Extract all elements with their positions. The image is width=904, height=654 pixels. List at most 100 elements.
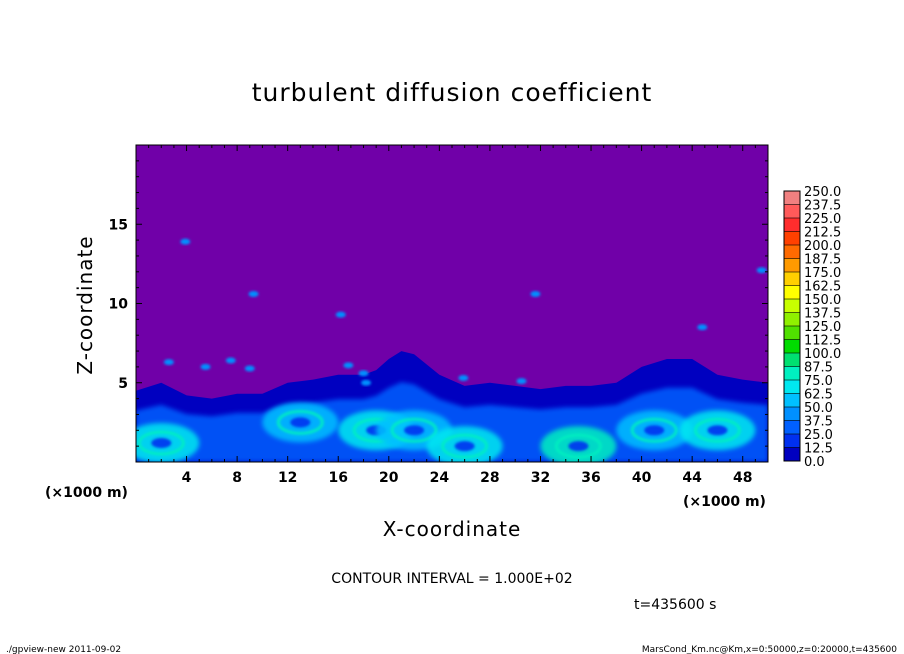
plume-blob-2 xyxy=(225,357,236,364)
plume-blob-13 xyxy=(697,324,708,331)
colorbar-swatch-10 xyxy=(784,326,800,340)
x-tick-label-40: 40 xyxy=(632,470,652,486)
colorbar-swatch-8 xyxy=(784,299,800,313)
colorbar-label-37.5: 37.5 xyxy=(804,415,833,430)
colorbar-label-225.0: 225.0 xyxy=(804,212,841,227)
eddy-ring-6 xyxy=(630,417,678,443)
colorbar-swatch-4 xyxy=(784,245,800,259)
x-tick-label-32: 32 xyxy=(531,470,550,486)
x-tick-label-36: 36 xyxy=(581,470,600,486)
plume-blob-0 xyxy=(163,359,174,366)
colorbar-label-250.0: 250.0 xyxy=(804,185,841,200)
colorbar-swatch-14 xyxy=(784,380,800,394)
eddy-core-3 xyxy=(404,425,425,436)
plot-area xyxy=(136,145,768,462)
colorbar: 250.0237.5225.0212.5200.0187.5175.0162.5… xyxy=(783,185,841,470)
footer-left: ./gpview-new 2011-09-02 xyxy=(6,645,121,654)
colorbar-label-162.5: 162.5 xyxy=(804,280,841,295)
y-tick-label-10: 10 xyxy=(109,297,129,313)
colorbar-swatch-6 xyxy=(784,272,800,286)
colorbar-label-0.0: 0.0 xyxy=(804,455,825,470)
colorbar-label-237.5: 237.5 xyxy=(804,199,841,214)
y-axis-ticks: 5 10 15 xyxy=(109,160,768,447)
eddy-ring-5 xyxy=(554,433,602,459)
x-tick-label-16: 16 xyxy=(328,470,347,486)
colorbar-swatch-12 xyxy=(784,353,800,367)
contour-interval: CONTOUR INTERVAL = 1.000E+02 xyxy=(331,571,572,587)
plume-blob-12 xyxy=(180,238,191,245)
plume-blob-9 xyxy=(516,378,527,385)
eddy-core-6 xyxy=(644,425,665,436)
colorbar-label-87.5: 87.5 xyxy=(804,361,833,376)
eddy-core-7 xyxy=(707,425,728,436)
colorbar-label-62.5: 62.5 xyxy=(804,388,833,403)
plume-blob-11 xyxy=(756,267,767,274)
time-label: t=435600 s xyxy=(634,597,716,613)
colorbar-label-187.5: 187.5 xyxy=(804,253,841,268)
colorbar-label-125.0: 125.0 xyxy=(804,320,841,335)
plume-blob-5 xyxy=(358,370,369,377)
eddy-ring-7 xyxy=(693,417,741,443)
plume-blob-8 xyxy=(458,374,469,381)
x-tick-label-20: 20 xyxy=(379,470,399,486)
colorbar-swatch-18 xyxy=(784,434,800,448)
colorbar-label-75.0: 75.0 xyxy=(804,374,833,389)
eddy-core-4 xyxy=(454,441,475,452)
colorbar-swatch-11 xyxy=(784,339,800,353)
y-axis-title: Z-coordinate xyxy=(73,235,97,374)
colorbar-label-12.5: 12.5 xyxy=(804,442,833,457)
eddy-ring-3 xyxy=(390,417,438,443)
colorbar-swatch-9 xyxy=(784,312,800,326)
y-tick-label-15: 15 xyxy=(109,217,128,233)
eddy-core-1 xyxy=(290,417,311,428)
plume-blob-7 xyxy=(335,311,346,318)
colorbar-label-137.5: 137.5 xyxy=(804,307,841,322)
colorbar-label-100.0: 100.0 xyxy=(804,347,841,362)
eddy-core-0 xyxy=(151,437,172,448)
colorbar-label-212.5: 212.5 xyxy=(804,226,841,241)
plume-blob-10 xyxy=(530,290,541,297)
footer-right: MarsCond_Km.nc@Km,x=0:50000,z=0:20000,t=… xyxy=(642,645,897,654)
x-tick-label-24: 24 xyxy=(430,470,450,486)
colorbar-label-200.0: 200.0 xyxy=(804,239,841,254)
x-tick-label-4: 4 xyxy=(182,470,192,486)
colorbar-swatch-0 xyxy=(784,191,800,205)
x-tick-label-44: 44 xyxy=(682,470,702,486)
colorbar-label-25.0: 25.0 xyxy=(804,428,833,443)
plume-blob-1 xyxy=(200,363,211,370)
x-tick-label-8: 8 xyxy=(232,470,242,486)
y-tick-label-5: 5 xyxy=(118,376,128,392)
colorbar-label-50.0: 50.0 xyxy=(804,401,833,416)
colorbar-label-175.0: 175.0 xyxy=(804,266,841,281)
colorbar-swatch-3 xyxy=(784,231,800,245)
colorbar-label-112.5: 112.5 xyxy=(804,334,841,349)
colorbar-swatch-5 xyxy=(784,258,800,272)
plume-blob-4 xyxy=(343,362,354,369)
colorbar-swatch-16 xyxy=(784,407,800,421)
x-axis-ticks: 4 8 12 16 20 24 28 32 36 40 44 48 xyxy=(148,145,756,486)
x-unit-label-left: (×1000 m) xyxy=(45,485,128,501)
plume-blob-14 xyxy=(361,379,372,386)
colorbar-label-150.0: 150.0 xyxy=(804,293,841,308)
plume-blob-3 xyxy=(244,365,255,372)
colorbar-swatch-2 xyxy=(784,218,800,232)
eddy-core-5 xyxy=(568,441,589,452)
colorbar-swatch-19 xyxy=(784,447,800,461)
eddy-ring-0 xyxy=(137,430,185,456)
x-tick-label-28: 28 xyxy=(480,470,499,486)
eddy-ring-1 xyxy=(276,409,324,435)
colorbar-swatch-13 xyxy=(784,366,800,380)
colorbar-swatch-15 xyxy=(784,393,800,407)
colorbar-swatch-7 xyxy=(784,285,800,299)
plume-blob-6 xyxy=(248,290,259,297)
colorbar-swatch-17 xyxy=(784,420,800,434)
chart-title: turbulent diffusion coefficient xyxy=(252,78,653,107)
colorbar-swatch-1 xyxy=(784,204,800,218)
eddy-group xyxy=(136,402,756,462)
eddy-ring-4 xyxy=(441,433,489,459)
x-axis-title: X-coordinate xyxy=(383,517,522,541)
x-tick-label-12: 12 xyxy=(278,470,297,486)
x-unit-label-right: (×1000 m) xyxy=(683,494,766,510)
plume-blobs xyxy=(163,238,767,386)
